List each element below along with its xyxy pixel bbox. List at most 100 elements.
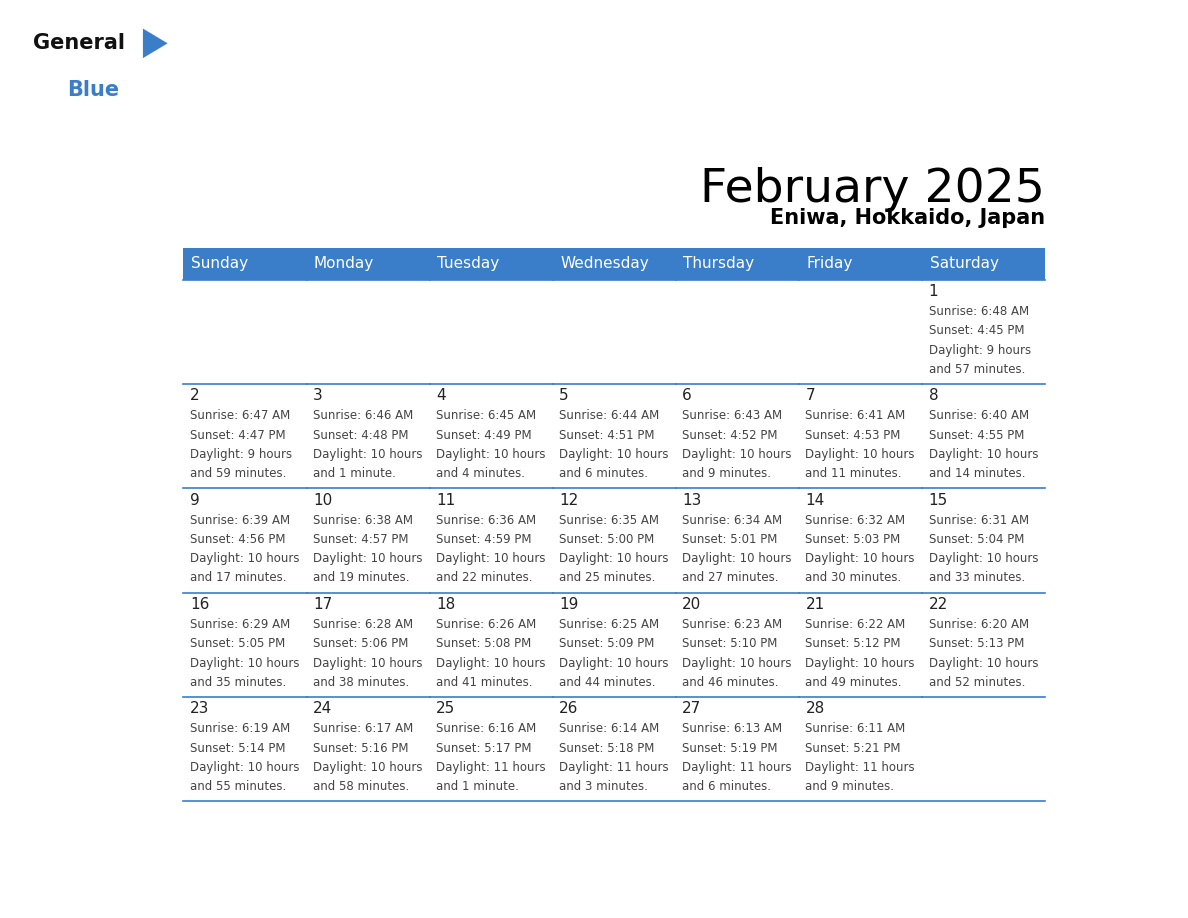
Text: Sunset: 5:16 PM: Sunset: 5:16 PM (314, 742, 409, 755)
Text: Sunset: 5:17 PM: Sunset: 5:17 PM (436, 742, 532, 755)
Bar (183, 384, 307, 488)
Text: and 52 minutes.: and 52 minutes. (929, 676, 1025, 688)
Text: 28: 28 (805, 701, 824, 716)
Bar (183, 488, 307, 593)
Text: Sunset: 5:08 PM: Sunset: 5:08 PM (436, 637, 531, 650)
Text: and 35 minutes.: and 35 minutes. (190, 676, 286, 688)
Text: 17: 17 (314, 597, 333, 612)
Text: Daylight: 11 hours: Daylight: 11 hours (436, 761, 545, 774)
Text: Daylight: 10 hours: Daylight: 10 hours (314, 448, 423, 461)
Text: Sunset: 5:04 PM: Sunset: 5:04 PM (929, 532, 1024, 546)
Text: Sunset: 4:55 PM: Sunset: 4:55 PM (929, 429, 1024, 442)
Bar (676, 593, 800, 697)
Bar (800, 280, 922, 384)
Text: Daylight: 11 hours: Daylight: 11 hours (805, 761, 915, 774)
Text: Daylight: 10 hours: Daylight: 10 hours (929, 448, 1038, 461)
Text: and 11 minutes.: and 11 minutes. (805, 467, 902, 480)
Text: Sunset: 4:47 PM: Sunset: 4:47 PM (190, 429, 285, 442)
Text: Daylight: 10 hours: Daylight: 10 hours (682, 448, 792, 461)
Text: Sunrise: 6:29 AM: Sunrise: 6:29 AM (190, 618, 290, 631)
Bar (430, 280, 552, 384)
Text: Sunset: 5:21 PM: Sunset: 5:21 PM (805, 742, 901, 755)
Text: and 41 minutes.: and 41 minutes. (436, 676, 532, 688)
Bar (430, 593, 552, 697)
Text: 27: 27 (682, 701, 702, 716)
Text: and 17 minutes.: and 17 minutes. (190, 572, 286, 585)
Text: Daylight: 10 hours: Daylight: 10 hours (805, 656, 915, 669)
Bar (552, 697, 676, 801)
Text: 21: 21 (805, 597, 824, 612)
Bar (552, 384, 676, 488)
Text: and 9 minutes.: and 9 minutes. (805, 780, 895, 793)
Text: Sunset: 4:51 PM: Sunset: 4:51 PM (560, 429, 655, 442)
Text: and 49 minutes.: and 49 minutes. (805, 676, 902, 688)
Text: Daylight: 10 hours: Daylight: 10 hours (805, 448, 915, 461)
Bar (800, 248, 922, 280)
Bar (307, 697, 430, 801)
Text: Sunrise: 6:23 AM: Sunrise: 6:23 AM (682, 618, 783, 631)
Bar (307, 488, 430, 593)
Text: Daylight: 11 hours: Daylight: 11 hours (560, 761, 669, 774)
Polygon shape (143, 28, 168, 58)
Text: Daylight: 11 hours: Daylight: 11 hours (682, 761, 792, 774)
Text: Sunrise: 6:14 AM: Sunrise: 6:14 AM (560, 722, 659, 735)
Text: 11: 11 (436, 493, 455, 508)
Bar (676, 488, 800, 593)
Bar (800, 593, 922, 697)
Bar (307, 384, 430, 488)
Text: Sunrise: 6:46 AM: Sunrise: 6:46 AM (314, 409, 413, 422)
Text: Blue: Blue (68, 80, 119, 100)
Bar (183, 593, 307, 697)
Text: Daylight: 10 hours: Daylight: 10 hours (682, 656, 792, 669)
Bar (922, 280, 1045, 384)
Bar (307, 280, 430, 384)
Text: Sunrise: 6:41 AM: Sunrise: 6:41 AM (805, 409, 905, 422)
Text: Daylight: 10 hours: Daylight: 10 hours (314, 761, 423, 774)
Text: and 25 minutes.: and 25 minutes. (560, 572, 656, 585)
Text: Sunrise: 6:31 AM: Sunrise: 6:31 AM (929, 513, 1029, 527)
Bar (307, 593, 430, 697)
Text: Sunset: 5:09 PM: Sunset: 5:09 PM (560, 637, 655, 650)
Text: Sunrise: 6:47 AM: Sunrise: 6:47 AM (190, 409, 290, 422)
Text: Sunrise: 6:13 AM: Sunrise: 6:13 AM (682, 722, 783, 735)
Bar (676, 384, 800, 488)
Text: 1: 1 (929, 284, 939, 299)
Text: 25: 25 (436, 701, 455, 716)
Text: Daylight: 9 hours: Daylight: 9 hours (190, 448, 292, 461)
Text: and 9 minutes.: and 9 minutes. (682, 467, 771, 480)
Bar (676, 248, 800, 280)
Text: 7: 7 (805, 388, 815, 403)
Text: 10: 10 (314, 493, 333, 508)
Text: Sunset: 5:03 PM: Sunset: 5:03 PM (805, 532, 901, 546)
Text: and 58 minutes.: and 58 minutes. (314, 780, 410, 793)
Text: Daylight: 10 hours: Daylight: 10 hours (314, 656, 423, 669)
Text: Sunrise: 6:45 AM: Sunrise: 6:45 AM (436, 409, 536, 422)
Text: Sunset: 5:19 PM: Sunset: 5:19 PM (682, 742, 778, 755)
Text: Sunset: 5:12 PM: Sunset: 5:12 PM (805, 637, 901, 650)
Bar (183, 280, 307, 384)
Bar (552, 593, 676, 697)
Text: and 3 minutes.: and 3 minutes. (560, 780, 649, 793)
Text: and 30 minutes.: and 30 minutes. (805, 572, 902, 585)
Text: Sunset: 5:10 PM: Sunset: 5:10 PM (682, 637, 778, 650)
Text: 3: 3 (314, 388, 323, 403)
Bar (676, 697, 800, 801)
Text: Sunrise: 6:39 AM: Sunrise: 6:39 AM (190, 513, 290, 527)
Bar (922, 593, 1045, 697)
Text: Sunset: 4:49 PM: Sunset: 4:49 PM (436, 429, 532, 442)
Text: Sunrise: 6:26 AM: Sunrise: 6:26 AM (436, 618, 537, 631)
Text: 26: 26 (560, 701, 579, 716)
Text: Sunrise: 6:22 AM: Sunrise: 6:22 AM (805, 618, 905, 631)
Text: Daylight: 10 hours: Daylight: 10 hours (436, 553, 545, 565)
Text: and 27 minutes.: and 27 minutes. (682, 572, 779, 585)
Text: Sunrise: 6:44 AM: Sunrise: 6:44 AM (560, 409, 659, 422)
Text: 19: 19 (560, 597, 579, 612)
Text: 24: 24 (314, 701, 333, 716)
Text: Sunset: 4:45 PM: Sunset: 4:45 PM (929, 324, 1024, 337)
Text: Sunrise: 6:11 AM: Sunrise: 6:11 AM (805, 722, 905, 735)
Text: Sunset: 4:52 PM: Sunset: 4:52 PM (682, 429, 778, 442)
Text: and 38 minutes.: and 38 minutes. (314, 676, 410, 688)
Text: and 46 minutes.: and 46 minutes. (682, 676, 779, 688)
Text: 18: 18 (436, 597, 455, 612)
Text: and 33 minutes.: and 33 minutes. (929, 572, 1025, 585)
